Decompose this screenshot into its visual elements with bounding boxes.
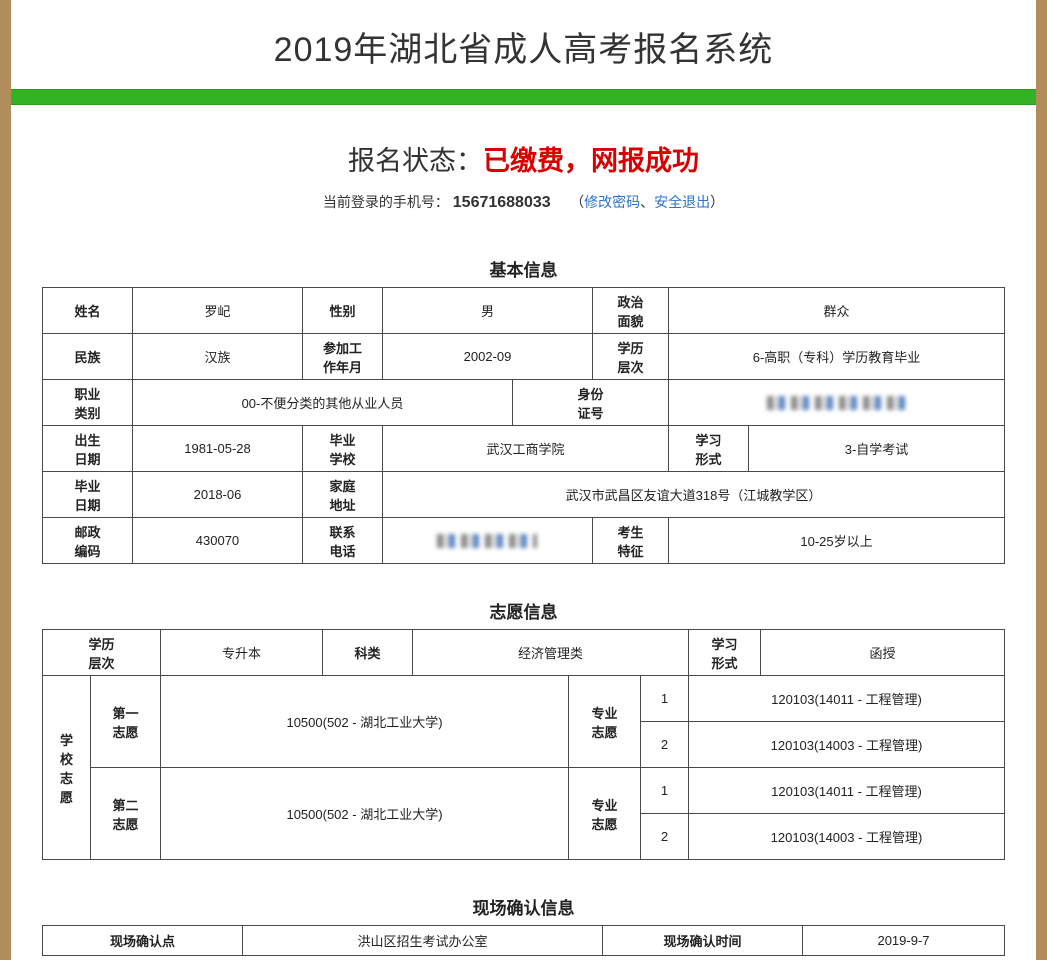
workdate-label: 参加工作年月 bbox=[302, 334, 382, 380]
name-label: 姓名 bbox=[42, 288, 132, 334]
addr-value: 武汉市武昌区友谊大道318号（江城教学区） bbox=[382, 472, 1004, 518]
table-row: 学历层次 专升本 科类 经济管理类 学习形式 函授 bbox=[42, 630, 1004, 676]
job-label: 职业类别 bbox=[42, 380, 132, 426]
table-row: 职业类别 00-不便分类的其他从业人员 身份证号 bbox=[42, 380, 1004, 426]
table-row: 邮政编码 430070 联系电话 考生特征 10-25岁以上 bbox=[42, 518, 1004, 564]
redacted-id bbox=[767, 396, 907, 410]
major1a-value: 120103(14011 - 工程管理) bbox=[689, 676, 1005, 722]
graddate-label: 毕业日期 bbox=[42, 472, 132, 518]
status-line: 报名状态：已缴费，网报成功 bbox=[11, 139, 1036, 178]
logout-link[interactable]: 安全退出 bbox=[654, 194, 710, 210]
choice-cat-value: 经济管理类 bbox=[413, 630, 689, 676]
politics-value: 群众 bbox=[669, 288, 1005, 334]
id-value bbox=[669, 380, 1005, 426]
page-title: 2019年湖北省成人高考报名系统 bbox=[11, 22, 1036, 71]
basic-info-table: 姓名 罗屺 性别 男 政治面貌 群众 民族 汉族 参加工作年月 2002-09 … bbox=[42, 287, 1005, 564]
table-row: 民族 汉族 参加工作年月 2002-09 学历层次 6-高职（专科）学历教育毕业 bbox=[42, 334, 1004, 380]
basic-section-title: 基本信息 bbox=[11, 256, 1036, 281]
choice-form-label: 学习形式 bbox=[689, 630, 761, 676]
politics-label: 政治面貌 bbox=[593, 288, 669, 334]
choice-section-title: 志愿信息 bbox=[11, 598, 1036, 623]
birth-value: 1981-05-28 bbox=[132, 426, 302, 472]
school-choice-group-label: 学校志愿 bbox=[42, 676, 90, 860]
edu-level-label: 学历层次 bbox=[593, 334, 669, 380]
graddate-value: 2018-06 bbox=[132, 472, 302, 518]
school2-value: 10500(502 - 湖北工业大学) bbox=[161, 768, 569, 860]
job-value: 00-不便分类的其他从业人员 bbox=[132, 380, 512, 426]
major-index-2: 2 bbox=[641, 722, 689, 768]
first-choice-label: 第一志愿 bbox=[90, 676, 160, 768]
second-choice-label: 第二志愿 bbox=[90, 768, 160, 860]
separator: 、 bbox=[640, 194, 654, 210]
major-choice-label-1: 专业志愿 bbox=[569, 676, 641, 768]
login-line: 当前登录的手机号： 15671688033 （修改密码、安全退出） bbox=[11, 192, 1036, 212]
zip-value: 430070 bbox=[132, 518, 302, 564]
paren-right: ） bbox=[710, 194, 724, 210]
login-prefix: 当前登录的手机号： bbox=[323, 194, 449, 210]
choice-cat-label: 科类 bbox=[323, 630, 413, 676]
table-row: 现场确认点 洪山区招生考试办公室 现场确认时间 2019-9-7 bbox=[43, 926, 1005, 956]
confirm-time-label: 现场确认时间 bbox=[603, 926, 803, 956]
studyform-label: 学习形式 bbox=[669, 426, 749, 472]
edu-level-value: 6-高职（专科）学历教育毕业 bbox=[669, 334, 1005, 380]
gender-value: 男 bbox=[382, 288, 592, 334]
major-choice-label-2: 专业志愿 bbox=[569, 768, 641, 860]
school1-value: 10500(502 - 湖北工业大学) bbox=[161, 676, 569, 768]
table-row: 毕业日期 2018-06 家庭地址 武汉市武昌区友谊大道318号（江城教学区） bbox=[42, 472, 1004, 518]
feature-value: 10-25岁以上 bbox=[669, 518, 1005, 564]
gender-label: 性别 bbox=[302, 288, 382, 334]
table-row: 出生日期 1981-05-28 毕业学校 武汉工商学院 学习形式 3-自学考试 bbox=[42, 426, 1004, 472]
workdate-value: 2002-09 bbox=[382, 334, 592, 380]
tel-label: 联系电话 bbox=[302, 518, 382, 564]
table-row: 姓名 罗屺 性别 男 政治面貌 群众 bbox=[42, 288, 1004, 334]
major2b-value: 120103(14003 - 工程管理) bbox=[689, 814, 1005, 860]
status-value: 已缴费，网报成功 bbox=[483, 146, 699, 176]
major-index-1: 1 bbox=[641, 676, 689, 722]
confirm-table: 现场确认点 洪山区招生考试办公室 现场确认时间 2019-9-7 bbox=[42, 925, 1005, 956]
gradschool-label: 毕业学校 bbox=[302, 426, 382, 472]
confirm-time-value: 2019-9-7 bbox=[803, 926, 1005, 956]
confirm-place-label: 现场确认点 bbox=[43, 926, 243, 956]
status-label: 报名状态： bbox=[348, 146, 483, 176]
confirm-section-title: 现场确认信息 bbox=[11, 894, 1036, 919]
nation-value: 汉族 bbox=[132, 334, 302, 380]
choice-table: 学历层次 专升本 科类 经济管理类 学习形式 函授 学校志愿 第一志愿 1050… bbox=[42, 629, 1005, 860]
accent-bar bbox=[11, 89, 1036, 105]
major-index-4: 2 bbox=[641, 814, 689, 860]
page: 2019年湖北省成人高考报名系统 报名状态：已缴费，网报成功 当前登录的手机号：… bbox=[11, 0, 1036, 960]
studyform-value: 3-自学考试 bbox=[749, 426, 1005, 472]
header: 2019年湖北省成人高考报名系统 bbox=[11, 0, 1036, 89]
status-block: 报名状态：已缴费，网报成功 当前登录的手机号： 15671688033 （修改密… bbox=[11, 105, 1036, 222]
tel-value bbox=[382, 518, 592, 564]
table-row: 第二志愿 10500(502 - 湖北工业大学) 专业志愿 1 120103(1… bbox=[42, 768, 1004, 814]
change-password-link[interactable]: 修改密码 bbox=[584, 194, 640, 210]
choice-edu-value: 专升本 bbox=[161, 630, 323, 676]
addr-label: 家庭地址 bbox=[302, 472, 382, 518]
name-value: 罗屺 bbox=[132, 288, 302, 334]
major2a-value: 120103(14011 - 工程管理) bbox=[689, 768, 1005, 814]
redacted-phone bbox=[437, 534, 537, 548]
gradschool-value: 武汉工商学院 bbox=[382, 426, 668, 472]
login-phone: 15671688033 bbox=[453, 194, 551, 211]
zip-label: 邮政编码 bbox=[42, 518, 132, 564]
choice-edu-label: 学历层次 bbox=[42, 630, 160, 676]
major-index-3: 1 bbox=[641, 768, 689, 814]
nation-label: 民族 bbox=[42, 334, 132, 380]
major1b-value: 120103(14003 - 工程管理) bbox=[689, 722, 1005, 768]
table-row: 学校志愿 第一志愿 10500(502 - 湖北工业大学) 专业志愿 1 120… bbox=[42, 676, 1004, 722]
confirm-place-value: 洪山区招生考试办公室 bbox=[243, 926, 603, 956]
birth-label: 出生日期 bbox=[42, 426, 132, 472]
id-label: 身份证号 bbox=[512, 380, 668, 426]
choice-form-value: 函授 bbox=[761, 630, 1005, 676]
paren-left: （ bbox=[570, 194, 584, 210]
feature-label: 考生特征 bbox=[593, 518, 669, 564]
